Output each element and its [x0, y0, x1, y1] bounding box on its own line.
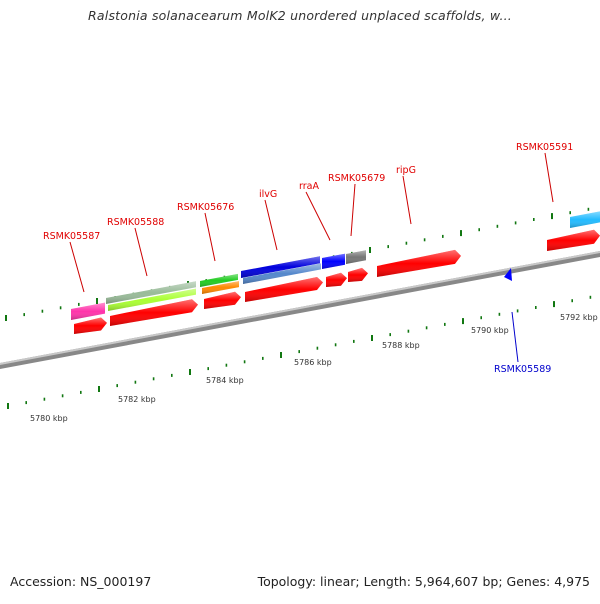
product-box-ilvG-b-shade	[241, 256, 320, 278]
sequence-backbone-highlight	[0, 251, 600, 365]
gene-label-RSMK05676[interactable]: RSMK05676	[177, 202, 234, 213]
product-box-RSMK05676-b	[200, 273, 238, 287]
gene-arrow-rraA-shade	[326, 272, 347, 287]
product-box-RSMK05588-a	[108, 288, 196, 311]
gene-label-RSMK05589[interactable]: RSMK05589	[494, 364, 551, 375]
leader-RSMK05679	[350, 183, 356, 237]
product-box-RSMK05588-b	[106, 281, 196, 304]
leader-RSMK05676	[204, 212, 216, 262]
product-box-RSMK05676-a	[202, 281, 239, 294]
gene-arrow-ilvG	[245, 277, 323, 302]
product-box-rraA-shade	[322, 253, 345, 269]
gene-arrow-RSMK05679	[348, 267, 368, 282]
gene-arrow-RSMK05588-shade	[110, 299, 198, 326]
label-leader-lines	[69, 152, 554, 363]
scale-label-5786: 5786 kbp	[294, 358, 332, 367]
scale-label-5782: 5782 kbp	[118, 395, 156, 404]
gene-label-RSMK05679[interactable]: RSMK05679	[328, 173, 385, 184]
gene-arrow-ripG	[377, 249, 461, 277]
gene-arrow-RSMK05589	[504, 268, 512, 281]
product-box-ilvG-a	[243, 263, 321, 284]
product-box-RSMK05588-a-shade	[108, 288, 196, 311]
scale-label-5792: 5792 kbp	[560, 313, 598, 322]
product-box-RSMK05587-shade	[71, 302, 105, 320]
gene-arrow-rraA	[326, 272, 347, 287]
scale-label-5780: 5780 kbp	[30, 414, 68, 423]
gene-arrow-RSMK05587-shade	[74, 317, 107, 334]
product-box-RSMK05676-b-shade	[200, 273, 238, 287]
gene-label-ripG[interactable]: ripG	[396, 165, 416, 176]
gene-arrow-RSMK05587	[74, 317, 107, 334]
product-box-RSMK05588-b-shade	[106, 281, 196, 304]
gene-arrow-RSMK05679-shade	[348, 267, 368, 282]
product-box-RSMK05591	[570, 211, 600, 228]
topology-summary: Topology: linear; Length: 5,964,607 bp; …	[257, 574, 590, 589]
scale-label-5784: 5784 kbp	[206, 376, 244, 385]
feature-track	[71, 211, 600, 334]
gene-label-RSMK05588[interactable]: RSMK05588	[107, 217, 164, 228]
gene-arrow-ripG-shade	[377, 249, 461, 277]
scale-label-5790: 5790 kbp	[471, 326, 509, 335]
gene-label-RSMK05587[interactable]: RSMK05587	[43, 231, 100, 242]
gene-arrow-RSMK05676	[204, 291, 241, 309]
reverse-strand-ticks	[7, 295, 592, 409]
accession-text: Accession: NS_000197	[10, 574, 152, 589]
gene-arrow-RSMK05591	[547, 229, 600, 251]
leader-ripG	[402, 175, 412, 225]
leader-RSMK05587	[69, 241, 85, 293]
leader-RSMK05589	[511, 311, 519, 363]
product-box-RSMK05679-shade	[346, 250, 366, 264]
gene-label-rraA[interactable]: rraA	[299, 181, 319, 192]
scale-label-5788: 5788 kbp	[382, 341, 420, 350]
product-box-ilvG-a-shade	[243, 263, 321, 284]
gene-label-RSMK05591[interactable]: RSMK05591	[516, 142, 573, 153]
leader-rraA	[305, 191, 331, 241]
leader-RSMK05591	[544, 152, 554, 203]
product-box-RSMK05679	[346, 250, 366, 264]
gene-arrow-RSMK05591-shade	[547, 229, 600, 251]
leader-RSMK05588	[134, 227, 148, 277]
gene-arrow-RSMK05588	[110, 299, 198, 326]
product-box-rraA	[322, 253, 345, 269]
leader-ilvG	[264, 199, 278, 251]
product-box-RSMK05587	[71, 302, 105, 320]
gene-arrow-RSMK05676-shade	[204, 291, 241, 309]
gene-label-ilvG[interactable]: ilvG	[259, 189, 277, 200]
product-box-RSMK05591-shade	[570, 211, 600, 228]
map-title: Ralstonia solanacearum MolK2 unordered u…	[88, 8, 512, 23]
gene-arrow-ilvG-shade	[245, 277, 323, 302]
product-box-ilvG-b	[241, 256, 320, 278]
product-box-RSMK05676-a-shade	[202, 281, 239, 294]
